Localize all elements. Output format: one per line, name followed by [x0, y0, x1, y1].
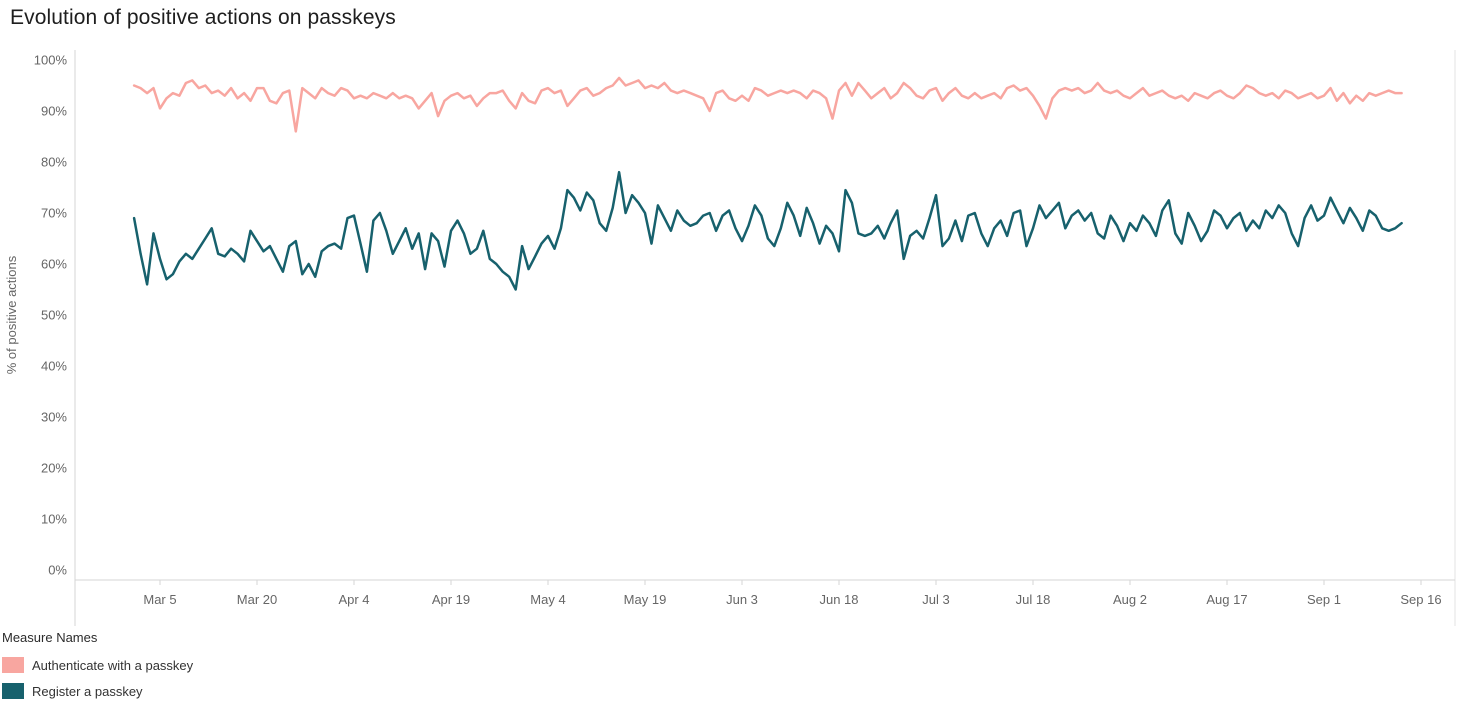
y-tick-label: 60% — [41, 257, 67, 272]
y-tick-label: 70% — [41, 206, 67, 221]
legend-item-register[interactable]: Register a passkey — [2, 678, 193, 704]
y-tick-label: 10% — [41, 512, 67, 527]
legend-swatch-authenticate[interactable] — [2, 657, 24, 673]
x-tick-label: Mar 5 — [143, 592, 176, 607]
y-tick-label: 50% — [41, 308, 67, 323]
legend-item-authenticate[interactable]: Authenticate with a passkey — [2, 652, 193, 678]
y-tick-label: 90% — [41, 104, 67, 119]
legend-label-authenticate: Authenticate with a passkey — [32, 657, 194, 673]
x-tick-label: Sep 1 — [1307, 592, 1341, 607]
y-tick-label: 0% — [48, 563, 67, 578]
chart-canvas[interactable]: 0% 10% 20% 30% 40% 50% 60% 70% 80% 90% 100% Mar 5 Ma… — [0, 34, 1482, 634]
x-tick-label: Jul 3 — [922, 592, 949, 607]
y-tick-label: 40% — [41, 359, 67, 374]
page-title: Evolution of positive actions on passkey… — [10, 6, 396, 29]
x-tick-label: Apr 4 — [338, 592, 369, 607]
legend-label-register: Register a passkey — [32, 683, 143, 699]
legend: Measure Names Authenticate with a passke… — [2, 630, 193, 704]
legend-swatch-register[interactable] — [2, 683, 24, 699]
x-tick-label: Aug 17 — [1206, 592, 1247, 607]
x-tick-label: Jul 18 — [1016, 592, 1051, 607]
x-tick-label: Apr 19 — [432, 592, 470, 607]
y-axis-title: % of positive actions — [4, 255, 19, 374]
legend-title: Measure Names — [2, 630, 98, 645]
y-tick-label: 20% — [41, 461, 67, 476]
series-line-authenticate-with-a-passkey[interactable] — [132, 76, 1403, 133]
x-tick-label: Jun 3 — [726, 592, 758, 607]
series-line-register-a-passkey[interactable] — [132, 170, 1403, 291]
x-tick-label: Jun 18 — [819, 592, 858, 607]
x-tick-label: Mar 20 — [237, 592, 277, 607]
x-tick-label: Aug 2 — [1113, 592, 1147, 607]
y-tick-label: 100% — [34, 53, 68, 68]
x-tick-label: May 4 — [530, 592, 565, 607]
y-tick-label: 30% — [41, 410, 67, 425]
y-tick-label: 80% — [41, 155, 67, 170]
x-tick-label: Sep 16 — [1400, 592, 1441, 607]
x-tick-label: May 19 — [624, 592, 667, 607]
